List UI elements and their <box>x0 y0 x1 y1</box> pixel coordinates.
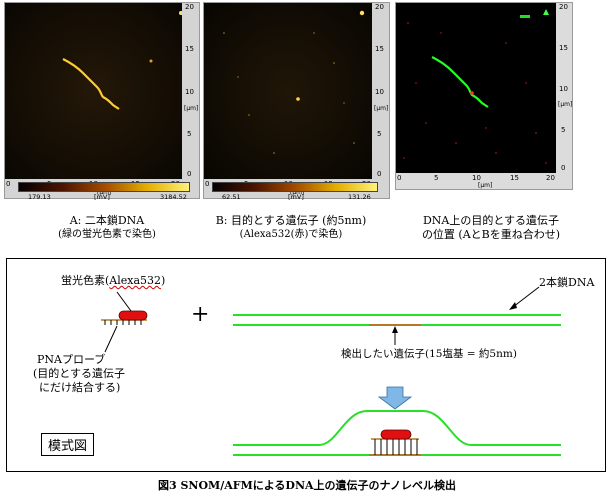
panel-b-ytick: 10 <box>375 88 384 96</box>
fluor-label-alexa: Alexa532 <box>109 274 162 287</box>
panel-a-caption-line2: (緑の蛍光色素で染色) <box>58 229 156 240</box>
fluor-pointer <box>116 291 132 312</box>
panel-b-colorbar-unit: [mV] <box>288 193 304 201</box>
fluor-label-post: ) <box>161 274 166 287</box>
dsdna-pointer <box>512 286 540 308</box>
panel-c-yunit: [μm] <box>558 101 573 108</box>
panel-c-xtick: 15 <box>510 174 519 182</box>
panel-a-ytick: 0 <box>187 170 192 178</box>
panel-b-ytick: 20 <box>375 3 384 11</box>
panel-b: 20 15 10 5 0 [μm] 0 5 10 15 20 [μm] <box>203 2 390 199</box>
dsdna-bottom-bulge <box>233 410 561 456</box>
panel-b-xunit: [μm] <box>290 189 305 196</box>
schematic-diagram: 蛍光色素(Alexa532) + 2本鎖DNA PNAプローブ (目的とする遺伝… <box>6 258 606 472</box>
dsdna-label: 2本鎖DNA <box>539 276 595 289</box>
panel-c-caption: DNA上の目的とする遺伝子 の位置 (AとBを重ね合わせ) <box>396 214 586 242</box>
panel-b-ytick: 0 <box>377 170 382 178</box>
panel-c: 20 15 10 5 0 [μm] 0 5 10 15 20 [μm] <box>395 2 573 190</box>
target-arrowhead <box>392 326 398 333</box>
panel-c-xtick: 10 <box>472 174 481 182</box>
panel-b-image <box>204 3 372 179</box>
dsdna-top <box>233 314 561 326</box>
panel-c-xtick: 20 <box>546 174 555 182</box>
panel-c-xunit: [μm] <box>478 182 493 189</box>
panel-b-colorbar-max: 131.26 <box>348 193 371 201</box>
panel-a-colorbar <box>18 182 190 192</box>
panel-a-yunit: [μm] <box>184 105 199 112</box>
panel-b-ytick: 15 <box>375 45 384 53</box>
panel-a-ytick: 5 <box>187 130 192 138</box>
panel-a-ytick: 20 <box>185 3 194 11</box>
panel-a-image <box>5 3 183 179</box>
dsdna-arrowhead <box>509 302 517 310</box>
panel-b-colorbar-min: 62.51 <box>222 193 241 201</box>
fluor-label: 蛍光色素(Alexa532) <box>61 274 165 287</box>
panel-a-caption-line1: A: 二本鎖DNA <box>69 214 145 227</box>
panel-c-ytick: 10 <box>559 85 568 93</box>
panel-c-ytick: 15 <box>559 44 568 52</box>
pna-label-1: PNAプローブ <box>37 353 106 366</box>
panel-a-colorbar-max: 3184.52 <box>160 193 187 201</box>
panel-b-caption: B: 目的とする遺伝子 (約5nm) (Alexa532(赤)で染色) <box>196 214 386 242</box>
target-gene-label: 検出したい遺伝子(15塩基 = 約5nm) <box>341 348 517 360</box>
panel-a-colorbar-min: 179.13 <box>28 193 51 201</box>
panel-c-caption-line2: の位置 (AとBを重ね合わせ) <box>421 228 561 241</box>
panel-c-ytick: 20 <box>559 3 568 11</box>
panel-c-ytick: 0 <box>561 164 566 172</box>
panel-c-xtick: 0 <box>397 174 402 182</box>
fluor-label-pre: 蛍光色素( <box>61 274 110 287</box>
pna-pointer <box>104 325 118 353</box>
panel-a-xtick: 0 <box>6 180 11 188</box>
figure-title: 図3 SNOM/AFMによるDNA上の遺伝子のナノレベル検出 <box>157 479 457 492</box>
panel-a-xunit: [μm] <box>97 189 112 196</box>
panel-b-signal-dots <box>204 3 372 179</box>
panel-a-ytick: 10 <box>185 88 194 96</box>
panel-b-caption-line1: B: 目的とする遺伝子 (約5nm) <box>215 214 367 227</box>
panel-b-ytick: 5 <box>377 130 382 138</box>
panel-a-caption: A: 二本鎖DNA (緑の蛍光色素で染色) <box>12 214 202 242</box>
panel-a-ytick: 15 <box>185 45 194 53</box>
down-arrow-icon <box>377 386 413 410</box>
panel-c-image <box>396 3 556 173</box>
pna-label-2: (目的とする遺伝子 <box>33 367 125 380</box>
panel-c-xtick: 5 <box>434 174 439 182</box>
pna-label-3: にだけ結合する) <box>39 381 121 394</box>
schematic-drawing <box>101 286 561 456</box>
panel-c-ytick: 5 <box>561 126 566 134</box>
panel-b-yunit: [μm] <box>374 105 389 112</box>
plus-sign: + <box>191 302 210 327</box>
panel-a-dna-strand <box>5 3 183 179</box>
schematic-label: 模式図 <box>41 433 95 456</box>
panel-a-colorbar-unit: [mV] <box>94 193 110 201</box>
panel-c-caption-line1: DNA上の目的とする遺伝子 <box>422 214 560 227</box>
panel-a: 20 15 10 5 0 [μm] 0 5 10 15 20 [μm] <box>4 2 200 199</box>
panel-b-xtick: 0 <box>205 180 210 188</box>
pna-probe <box>101 310 148 325</box>
panel-c-overlay <box>396 3 556 173</box>
panel-b-caption-line2: (Alexa532(赤)で染色) <box>239 229 343 240</box>
panel-b-colorbar <box>212 182 378 192</box>
